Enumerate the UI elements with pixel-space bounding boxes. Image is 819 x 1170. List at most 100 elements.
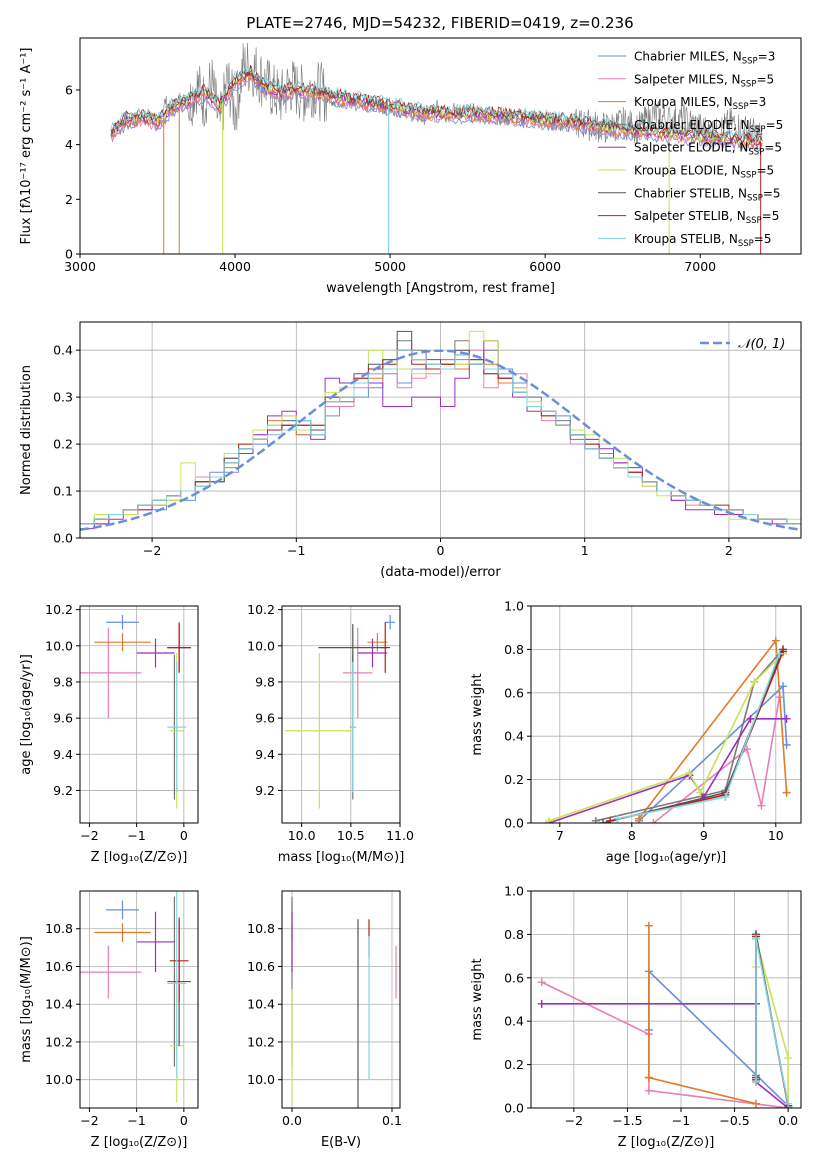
y-tick-label: 9.2 bbox=[255, 783, 275, 798]
weight-marker bbox=[613, 814, 622, 823]
y-tick-label: 0.2 bbox=[504, 772, 524, 787]
x-tick-label: 11.0 bbox=[386, 828, 414, 843]
x-tick-label: −1 bbox=[672, 1113, 690, 1128]
weight-marker bbox=[591, 816, 600, 823]
x-tick-label: −2 bbox=[565, 1113, 583, 1128]
weight-marker bbox=[771, 636, 780, 645]
legend-label-sub: SSP bbox=[746, 216, 762, 226]
y-tick-label: 1.0 bbox=[504, 599, 524, 614]
y-tick-label: 10.0 bbox=[45, 1072, 73, 1087]
x-tick-label: 10 bbox=[768, 828, 784, 843]
y-tick-label: 10.0 bbox=[247, 1072, 275, 1087]
y-axis-label: Flux [fλ10⁻¹⁷ erg cm⁻² s⁻¹ A⁻¹] bbox=[19, 48, 34, 245]
y-axis-label: mass [log₁₀(M/M⊙)] bbox=[19, 936, 34, 1063]
weight-marker bbox=[606, 816, 615, 823]
x-tick-label: 0 bbox=[180, 828, 188, 843]
x-tick-label: 0.0 bbox=[778, 1113, 798, 1128]
y-tick-label: 9.6 bbox=[53, 711, 73, 726]
y-tick-label: 0.3 bbox=[53, 390, 73, 405]
weight-marker bbox=[784, 1054, 793, 1063]
x-tick-label: 3000 bbox=[64, 259, 96, 274]
weight-marker bbox=[644, 1073, 653, 1082]
axes-frame bbox=[530, 605, 802, 824]
legend-label-suffix: =3 bbox=[758, 50, 776, 64]
weight-marker bbox=[750, 677, 759, 686]
figure-title: PLATE=2746, MJD=54232, FIBERID=0419, z=0… bbox=[246, 14, 633, 32]
x-tick-label: 0.1 bbox=[382, 1113, 402, 1128]
y-tick-label: 1.0 bbox=[504, 884, 524, 899]
legend-label-text: Kroupa MILES, N bbox=[634, 95, 733, 109]
panel-weight-vs-Z: −2 −1.5 −1 −0.5 0.0 0.0 0.2 0.4 0.6 0.8 1.0 Z [log₁… bbox=[470, 884, 802, 1150]
y-tick-label: 10.0 bbox=[247, 638, 275, 653]
legend-label-suffix: =5 bbox=[756, 164, 774, 178]
y-tick-label: 10.6 bbox=[247, 959, 275, 974]
x-tick-label: 2 bbox=[725, 543, 733, 558]
y-tick-label: 9.4 bbox=[255, 747, 275, 762]
legend-label: Chabrier MILES, NSSP=3 bbox=[634, 50, 775, 67]
x-tick-label: −1 bbox=[287, 543, 305, 558]
y-tick-label: 9.6 bbox=[255, 711, 275, 726]
panel-age-vs-mass: 10.0 10.5 11.0 9.2 9.4 9.6 9.8 10.0 10.2 mass [lo… bbox=[247, 602, 414, 865]
axes-frame bbox=[281, 605, 401, 824]
y-tick-label: 2 bbox=[65, 192, 73, 207]
legend-label: Kroupa MILES, NSSP=3 bbox=[634, 95, 766, 112]
y-tick-label: 4 bbox=[65, 137, 73, 152]
y-tick-label: 9.2 bbox=[53, 783, 73, 798]
weight-marker bbox=[696, 788, 705, 797]
legend-label-suffix: =3 bbox=[749, 95, 767, 109]
x-tick-label: 7 bbox=[556, 828, 564, 843]
y-axis-label: mass weight bbox=[470, 673, 485, 755]
legend-label-suffix: =5 bbox=[763, 186, 781, 200]
y-tick-label: 10.4 bbox=[247, 997, 275, 1012]
y-tick-label: 6 bbox=[65, 82, 73, 97]
weight-marker bbox=[775, 649, 784, 658]
axes-frame bbox=[79, 37, 802, 255]
x-tick-label: 9 bbox=[700, 828, 708, 843]
y-tick-label: 0.1 bbox=[53, 484, 73, 499]
weight-marker bbox=[752, 1099, 760, 1108]
legend-label-text: Chabrier STELIB, N bbox=[634, 186, 747, 200]
y-axis-label: age [log₁₀(age/yr)] bbox=[19, 654, 34, 775]
legend-label: Kroupa STELIB, NSSP=5 bbox=[634, 232, 772, 249]
weight-marker bbox=[752, 1077, 760, 1086]
y-tick-label: 10.2 bbox=[247, 602, 275, 617]
y-tick-label: 10.8 bbox=[247, 921, 275, 936]
weight-marker bbox=[782, 714, 791, 723]
x-tick-label: 0 bbox=[437, 543, 445, 558]
weight-marker bbox=[779, 682, 787, 691]
legend-label-text: Salpeter MILES, N bbox=[634, 72, 741, 86]
x-tick-label: 0.0 bbox=[282, 1113, 302, 1128]
plot-area bbox=[545, 636, 791, 823]
x-axis-label: age [log₁₀(age/yr)] bbox=[606, 850, 727, 865]
x-tick-label: −2 bbox=[143, 543, 161, 558]
axes-frame bbox=[79, 605, 199, 824]
normal-curve bbox=[80, 349, 801, 532]
panel-spectrum: Chabrier MILES, NSSP=3 Salpeter MILES, N S… bbox=[19, 37, 802, 296]
weight-marker bbox=[545, 816, 553, 823]
y-tick-label: 10.8 bbox=[45, 921, 73, 936]
legend-label-suffix: =5 bbox=[766, 118, 784, 132]
legend-label-text: Kroupa STELIB, N bbox=[634, 232, 738, 246]
plot-area bbox=[80, 330, 801, 538]
axes-frame bbox=[79, 890, 199, 1109]
legend-label: 𝒩(0, 1) bbox=[738, 337, 785, 352]
weight-marker bbox=[752, 934, 760, 943]
weight-marker bbox=[746, 714, 755, 723]
y-tick-label: 0.6 bbox=[504, 685, 524, 700]
x-axis-label: wavelength [Angstrom, rest frame] bbox=[326, 281, 555, 296]
y-tick-label: 0.2 bbox=[53, 437, 73, 452]
legend-label: Salpeter STELIB, NSSP=5 bbox=[634, 209, 779, 226]
weight-marker bbox=[635, 814, 643, 823]
legend-label: Salpeter ELODIE, NSSP=5 bbox=[634, 141, 782, 158]
y-tick-label: 0.8 bbox=[504, 927, 524, 942]
y-tick-label: 10.2 bbox=[45, 602, 73, 617]
y-tick-label: 10.2 bbox=[45, 1034, 73, 1049]
weight-marker bbox=[649, 819, 658, 823]
x-tick-label: 10.0 bbox=[288, 828, 316, 843]
legend-label: Chabrier ELODIE, NSSP=5 bbox=[634, 118, 783, 135]
x-axis-label: (data-model)/error bbox=[380, 565, 501, 580]
x-tick-label: 5000 bbox=[374, 259, 406, 274]
x-tick-label: 7000 bbox=[684, 259, 716, 274]
x-tick-label: 0 bbox=[180, 1113, 188, 1128]
legend-label-suffix: =5 bbox=[764, 141, 782, 155]
